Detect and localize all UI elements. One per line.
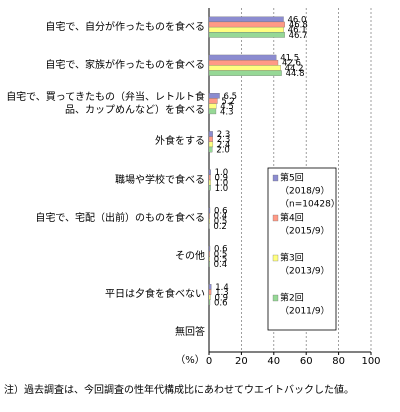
legend-swatch (272, 294, 279, 302)
value-label: 0.5 (214, 255, 228, 265)
value-label: 46.1 (288, 26, 307, 36)
value-label: 0.9 (214, 173, 228, 183)
value-label: 0.4 (214, 212, 228, 222)
legend-label: 第3回 (280, 252, 304, 264)
legend-label: 第2回 (280, 292, 304, 304)
bar (208, 185, 211, 191)
legend-box (267, 167, 337, 331)
value-label: 5.2 (221, 97, 235, 107)
x-tick-label: 100 (361, 356, 380, 367)
bar (208, 179, 211, 186)
bar (208, 284, 212, 290)
category-label: 自宅で、自分が作ったものを食べる (45, 21, 205, 33)
value-label: 1.0 (215, 179, 229, 189)
bar (208, 98, 218, 104)
value-label: 0.6 (214, 206, 228, 216)
value-label: 44.2 (285, 64, 304, 74)
category-label: その他 (175, 250, 205, 262)
value-label: 0.2 (213, 222, 227, 232)
x-axis-label: （%） (175, 354, 205, 366)
legend-swatch (272, 214, 279, 222)
bar (208, 245, 211, 252)
category-label: 自宅で、買ってきたもの（弁当、レトルト食品、カップめんなど）を食べる (6, 91, 205, 116)
x-tick-label: 0 (206, 356, 212, 367)
bar (208, 146, 213, 153)
category-label: 自宅で、宅配（出前）のものを食べる (35, 212, 205, 224)
bar (208, 32, 285, 38)
value-label: 46.7 (289, 31, 308, 41)
bar (208, 54, 277, 61)
legend-period: （2018/9） (280, 186, 330, 197)
bar (208, 299, 211, 306)
bar (208, 16, 284, 23)
value-label: 6.5 (224, 92, 238, 102)
bar (208, 174, 211, 181)
value-label: 4.3 (220, 107, 234, 117)
value-label: 2.3 (217, 130, 231, 140)
value-label: 1.3 (215, 288, 229, 298)
category-label: 外食をする (155, 136, 205, 148)
value-label: 1.0 (215, 184, 229, 194)
value-label: 0.4 (214, 260, 228, 270)
value-label: 0.6 (214, 245, 228, 255)
value-label: 1.4 (215, 283, 229, 293)
legend-period: （2011/9） (280, 306, 330, 317)
bar (208, 131, 213, 137)
bar (208, 251, 210, 257)
bar (208, 26, 284, 33)
bar (208, 70, 282, 76)
value-label: 46.0 (288, 15, 307, 25)
category-label: 職場や学校で食べる (115, 174, 205, 186)
value-label: 0.9 (214, 293, 228, 303)
legend-period: （2015/9） (280, 226, 330, 237)
value-label: 41.5 (280, 54, 299, 64)
bar (208, 218, 210, 224)
bar (208, 261, 210, 267)
value-label: 0.5 (214, 250, 228, 260)
value-label: 2.0 (216, 146, 230, 156)
bar (208, 103, 217, 109)
bar (208, 141, 214, 148)
bar (208, 93, 220, 99)
legend-swatch (272, 174, 279, 182)
value-label: 0.6 (214, 298, 228, 308)
bar (208, 294, 211, 301)
legend-label: 第5回 (280, 172, 304, 184)
value-label: 1.0 (215, 168, 229, 178)
bar (208, 108, 217, 115)
bar (208, 65, 281, 71)
value-label: 4.5 (220, 102, 234, 112)
bar (208, 212, 210, 219)
bar (208, 289, 212, 295)
legend-period: （2013/9） (280, 266, 330, 277)
legend-label: 第4回 (280, 212, 304, 224)
value-label: 46.8 (289, 21, 308, 31)
legend-swatch (272, 254, 279, 262)
bar (208, 207, 211, 214)
footnote: 注）過去調査は、今回調査の性年代構成比にあわせてウエイトバックした値。 (4, 383, 354, 396)
x-tick-label: 40 (267, 356, 280, 367)
bar (208, 256, 210, 262)
value-label: 42.6 (282, 59, 301, 69)
category-label: 自宅で、家族が作ったものを食べる (45, 59, 205, 71)
bar (208, 21, 285, 28)
value-label: 2.4 (217, 140, 231, 150)
bar (208, 59, 279, 66)
x-tick-label: 20 (235, 356, 248, 367)
value-label: 2.3 (217, 135, 231, 145)
legend-sample: （n=10428） (280, 199, 340, 210)
value-label: 44.8 (286, 69, 305, 79)
category-label: 無回答 (175, 327, 205, 339)
value-label: 0.5 (214, 217, 228, 227)
bar (208, 136, 213, 142)
bar (208, 169, 211, 175)
x-tick-label: 80 (332, 356, 345, 367)
x-tick-label: 60 (300, 356, 313, 367)
category-label: 平日は夕食を食べない (105, 289, 205, 301)
